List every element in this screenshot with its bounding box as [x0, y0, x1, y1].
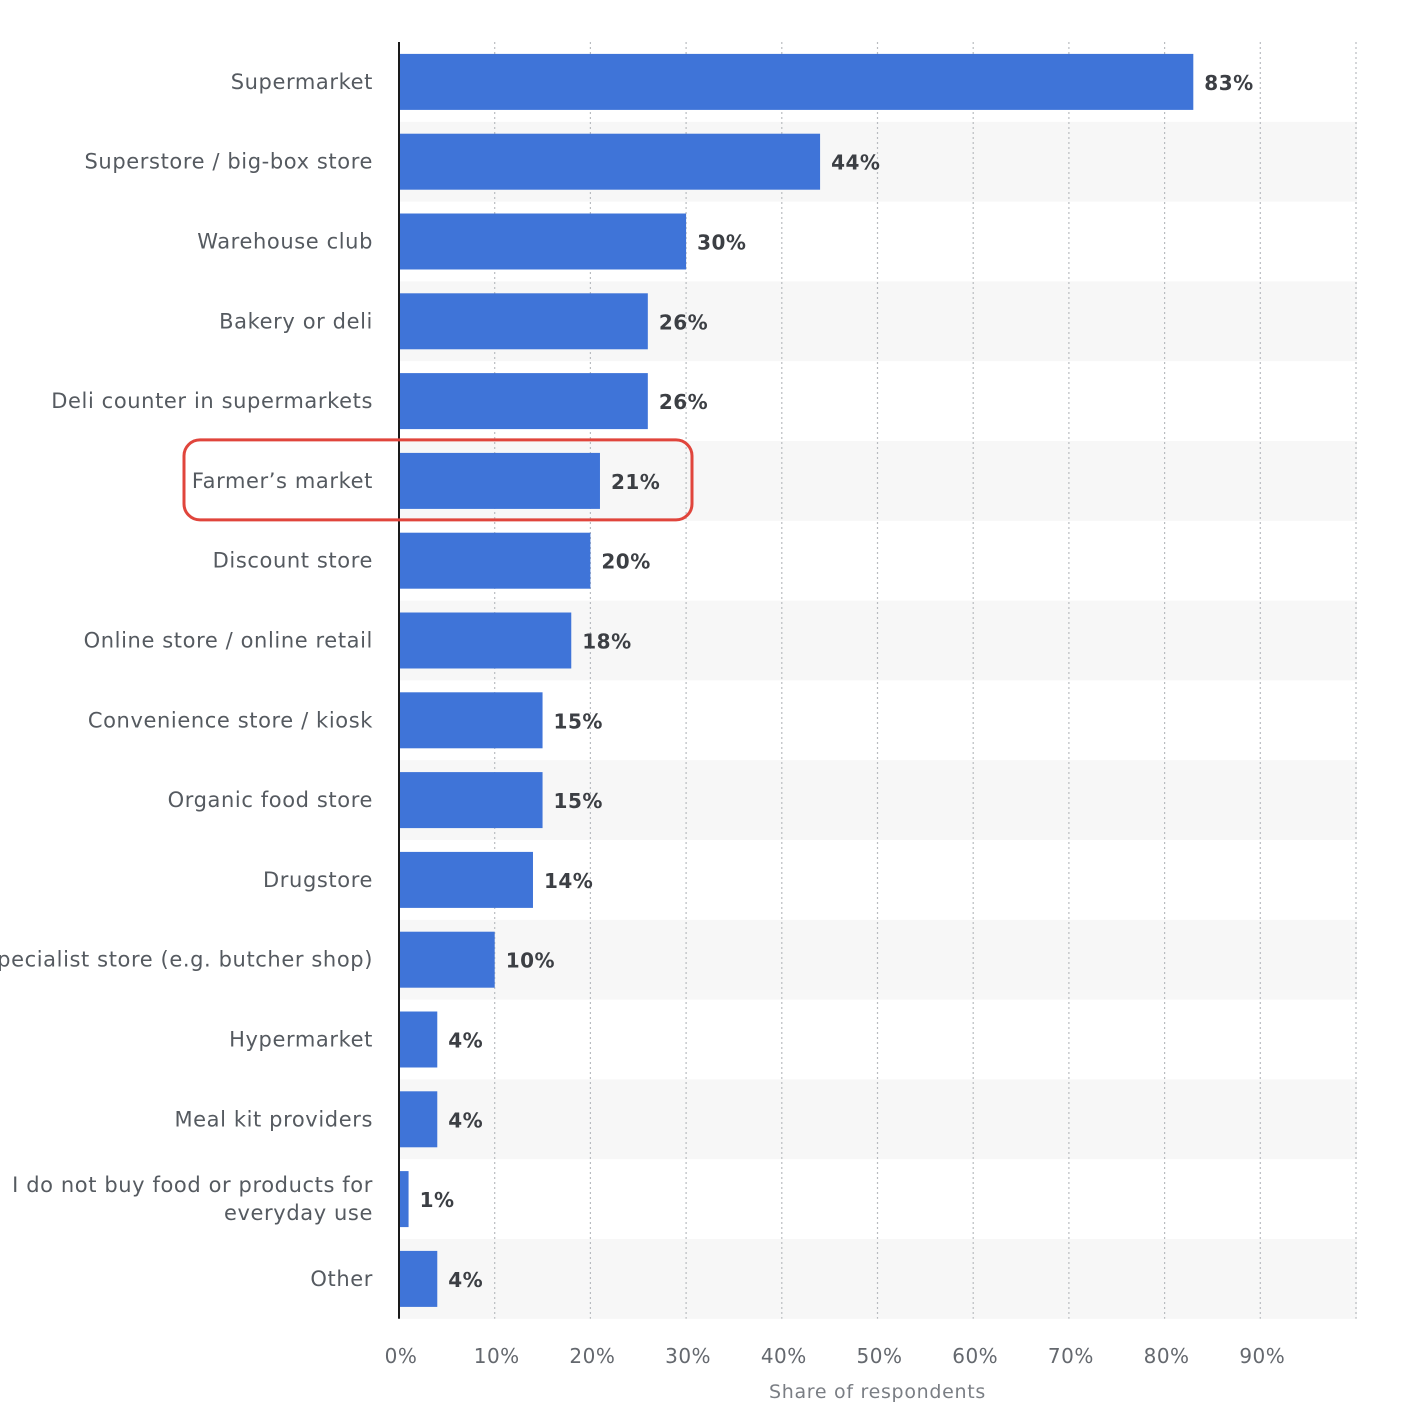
bar: [399, 213, 687, 270]
value-label: 4%: [448, 1108, 483, 1132]
value-label: 26%: [659, 310, 708, 334]
x-tick-label: 40%: [761, 1344, 807, 1368]
category-label: Convenience store / kiosk: [88, 708, 373, 732]
x-axis-title: Share of respondents: [769, 1381, 986, 1403]
x-tick-label: 80%: [1144, 1344, 1190, 1368]
category-label: Deli counter in supermarkets: [51, 389, 373, 413]
x-tick-label: 90%: [1239, 1344, 1285, 1368]
x-tick-label: 10%: [474, 1344, 520, 1368]
value-label: 15%: [554, 709, 603, 733]
category-label: Supermarket: [231, 70, 373, 94]
bar: [399, 1250, 438, 1307]
category-label: Superstore / big-box store: [85, 150, 374, 174]
value-label: 30%: [697, 231, 746, 255]
value-label: 20%: [601, 550, 650, 574]
bar: [399, 373, 648, 430]
category-labels: Supermarket Superstore / big-box store War…: [0, 70, 373, 1291]
bar: [399, 452, 600, 509]
bar: [399, 1091, 438, 1148]
bar: [399, 1011, 438, 1068]
bar: [399, 692, 543, 749]
category-label: Drugstore: [263, 868, 373, 892]
bar: [399, 851, 533, 908]
value-labels: 83% 44% 30% 26% 26% 21% 20% 18% 15% 15% 14% 10% 4% 4%…: [420, 71, 1254, 1292]
bar: [399, 293, 648, 350]
bar: [399, 133, 821, 190]
bar: [399, 931, 495, 988]
bars: [399, 53, 1194, 1307]
x-tick-label: 30%: [665, 1344, 711, 1368]
category-label: Online store / online retail: [84, 629, 373, 653]
category-label: Bakery or deli: [219, 309, 373, 333]
bar: [399, 532, 591, 589]
value-label: 4%: [448, 1268, 483, 1292]
bar: [399, 53, 1194, 110]
x-tick-label: 20%: [569, 1344, 615, 1368]
category-label: Specialist store (e.g. butcher shop): [0, 948, 373, 972]
bar: [399, 1171, 409, 1228]
value-label: 15%: [554, 789, 603, 813]
value-label: 14%: [544, 869, 593, 893]
value-label: 10%: [506, 949, 555, 973]
bar: [399, 772, 543, 829]
category-label: Warehouse club: [197, 230, 373, 254]
x-tick-label: 60%: [952, 1344, 998, 1368]
category-label: Organic food store: [168, 788, 373, 812]
x-tick-label: 0%: [385, 1344, 418, 1368]
category-label: Discount store: [213, 549, 373, 573]
category-label: Hypermarket: [229, 1028, 373, 1052]
bar: [399, 612, 572, 669]
value-label: 26%: [659, 390, 708, 414]
category-label: Other: [310, 1267, 373, 1291]
category-label: I do not buy food or products for everyda…: [12, 1173, 373, 1225]
x-tick-label: 50%: [857, 1344, 903, 1368]
value-label: 18%: [582, 630, 631, 654]
highlight-box: [182, 438, 694, 522]
x-tick-label: 70%: [1048, 1344, 1094, 1368]
category-label: Meal kit providers: [174, 1107, 373, 1131]
value-label: 1%: [420, 1188, 455, 1212]
category-label: Farmer’s market: [192, 469, 373, 493]
value-label: 21%: [611, 470, 660, 494]
x-tick-labels: 0% 10% 20% 30% 40% 50% 60% 70% 80% 90%: [385, 1344, 1285, 1368]
value-label: 83%: [1204, 71, 1253, 95]
value-label: 4%: [448, 1029, 483, 1053]
value-label: 44%: [831, 151, 880, 175]
